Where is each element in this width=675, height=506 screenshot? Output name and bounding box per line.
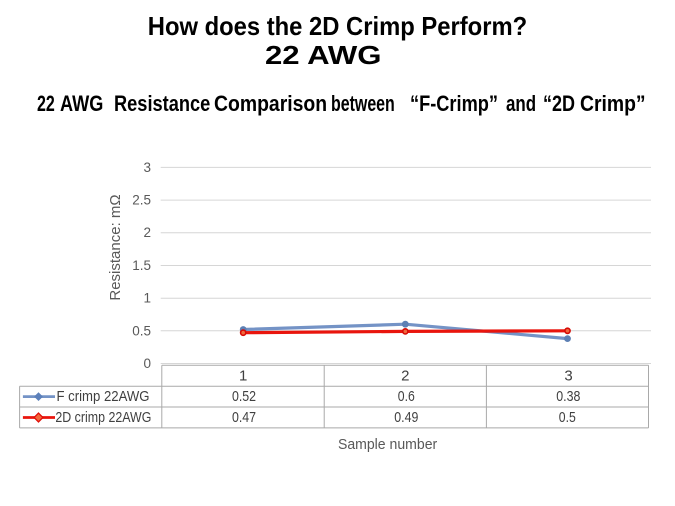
svg-text:0.52: 0.52 [232,388,256,405]
svg-text:0: 0 [143,356,151,371]
svg-text:1: 1 [239,368,247,385]
svg-text:F crimp 22AWG: F crimp 22AWG [57,389,150,405]
svg-text:1: 1 [143,291,151,306]
svg-text:Sample number: Sample number [338,436,437,453]
svg-text:Resistance: mΩ: Resistance: mΩ [107,194,124,300]
svg-text:0.49: 0.49 [394,409,418,426]
svg-text:0.47: 0.47 [232,409,256,426]
svg-text:2D crimp 22AWG: 2D crimp 22AWG [55,410,151,426]
svg-text:0.38: 0.38 [556,388,580,405]
svg-text:0.6: 0.6 [398,388,415,405]
svg-text:0.5: 0.5 [559,409,576,426]
svg-text:3: 3 [143,160,151,175]
svg-text:2: 2 [143,225,151,240]
svg-text:0.5: 0.5 [132,323,151,338]
svg-text:2: 2 [401,368,409,385]
svg-text:3: 3 [564,368,572,385]
svg-text:1.5: 1.5 [132,258,151,273]
svg-text:2.5: 2.5 [132,193,151,208]
